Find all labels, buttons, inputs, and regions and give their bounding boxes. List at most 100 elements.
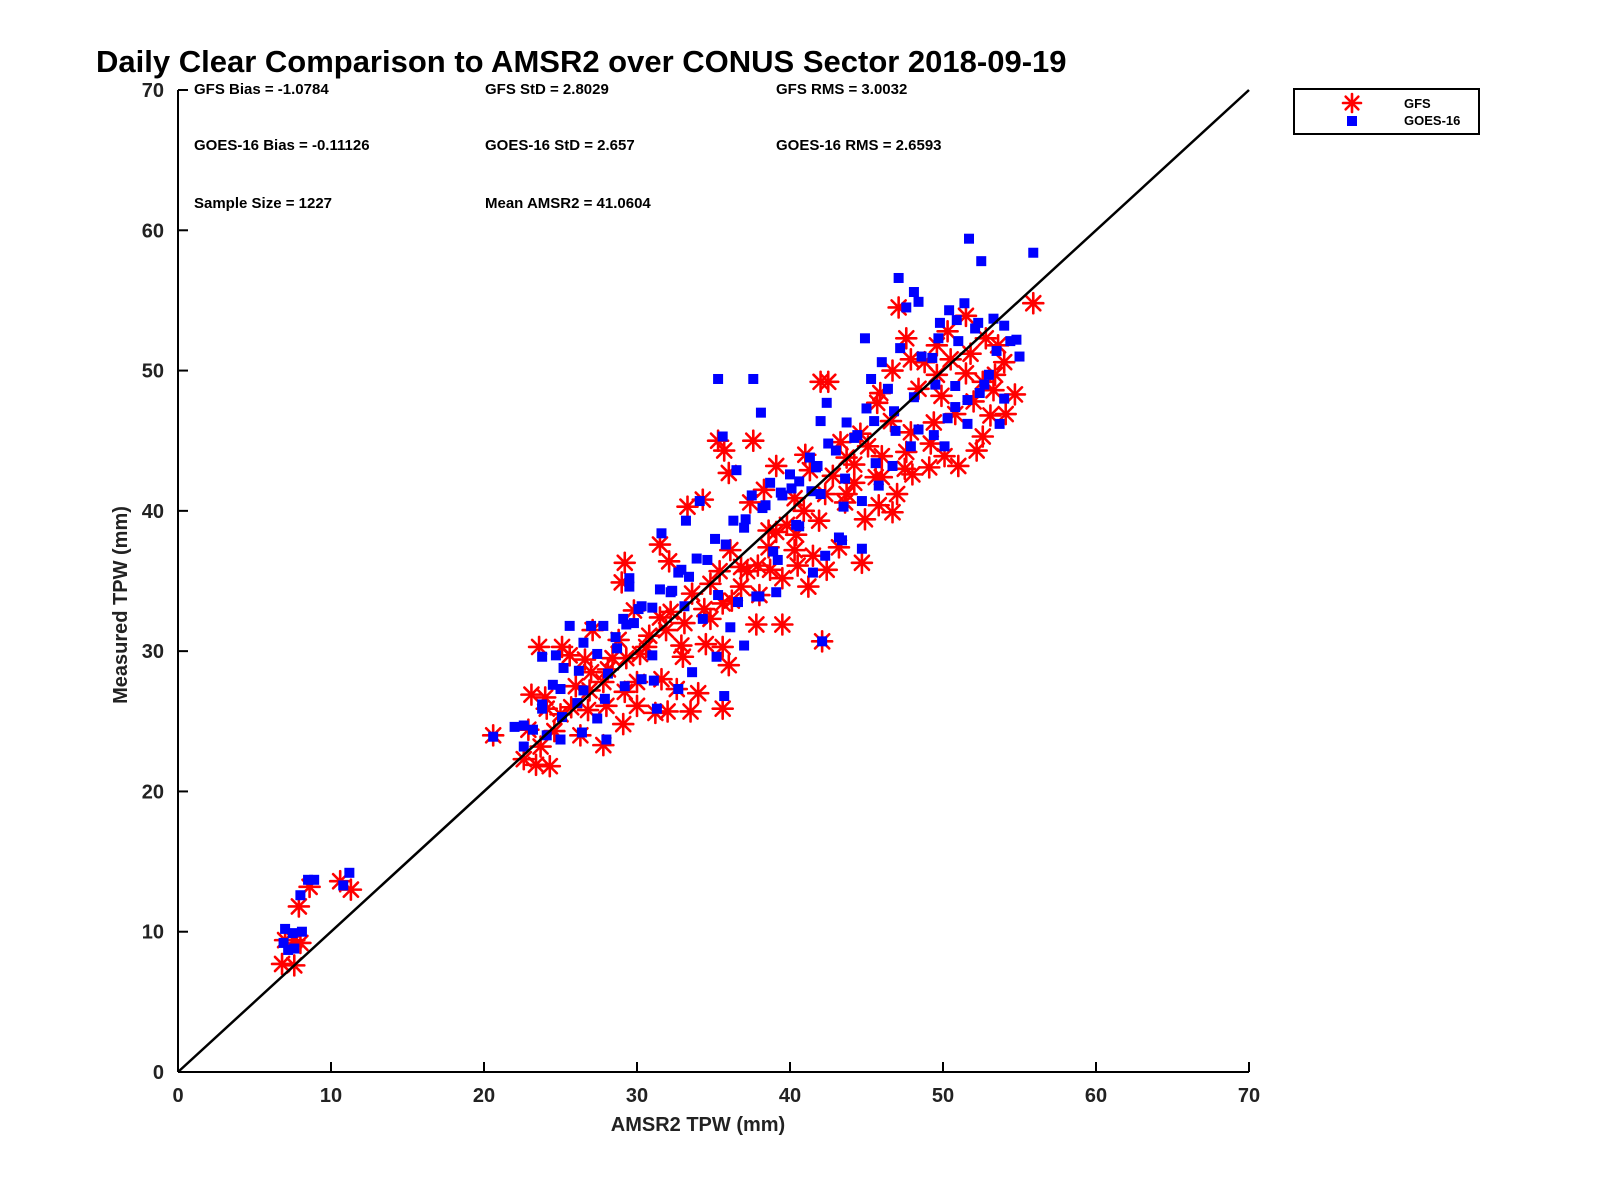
goes-16-point: [697, 613, 708, 624]
gfs-point: [885, 482, 909, 506]
goes-16-point: [636, 601, 647, 612]
gfs-point: [922, 411, 946, 434]
goes-16-point: [732, 597, 743, 608]
legend-goes-16-marker: [1347, 116, 1357, 126]
y-tick-label: 50: [142, 361, 164, 383]
gfs-point: [807, 509, 831, 532]
goes-16-point: [841, 417, 852, 428]
y-tick-label: 0: [153, 1062, 164, 1084]
goes-16-point: [821, 397, 832, 408]
goes-16-point: [624, 581, 635, 592]
gfs-point: [771, 566, 794, 590]
gfs-point: [558, 644, 581, 667]
goes-16-point: [576, 727, 587, 738]
gfs-point: [573, 648, 597, 671]
x-tick-label: 20: [473, 1085, 495, 1107]
goes-16-point: [887, 460, 898, 471]
goes-16-point: [983, 369, 994, 380]
gfs-point: [786, 554, 809, 577]
gfs-point: [853, 507, 877, 531]
gfs-point: [783, 538, 806, 562]
gfs-point: [670, 634, 693, 657]
goes-16-point: [656, 528, 667, 539]
goes-16-point: [719, 691, 730, 702]
goes-16-point: [999, 393, 1010, 404]
goes-16-point: [586, 620, 597, 631]
goes-16-point: [739, 640, 750, 651]
goes-16-point: [665, 587, 676, 598]
gfs-point: [815, 558, 839, 582]
goes-16-point: [786, 483, 797, 494]
gfs-point: [771, 613, 794, 636]
goes-16-point: [812, 460, 823, 471]
gfs-point: [746, 554, 770, 577]
gfs-point: [821, 464, 845, 488]
goes-16-point: [283, 944, 294, 955]
axes: 0 10 20 30 40 50 60 70 0 10 20 30 40 50 60 70: [142, 80, 1260, 1107]
goes-16-point: [564, 620, 575, 631]
goes-16-point: [537, 651, 548, 662]
goes-16-point: [619, 681, 630, 692]
gfs-point: [745, 613, 768, 636]
goes-16-point: [651, 703, 662, 714]
goes-16-point: [509, 721, 520, 732]
goes-16-point: [755, 407, 766, 418]
goes-16-point: [950, 381, 961, 392]
gfs-point: [741, 429, 765, 453]
legend-gfs-marker: [1341, 92, 1363, 114]
gfs-point: [625, 694, 649, 718]
goes-16-point: [775, 487, 786, 498]
goes-16-point: [725, 622, 736, 633]
gfs-point: [917, 456, 941, 479]
goes-16-point: [908, 287, 919, 298]
gfs-point: [994, 402, 1018, 426]
goes-16-point: [837, 535, 848, 546]
goes-16-point: [628, 618, 639, 629]
goes-16-point: [859, 333, 870, 344]
goes-16-point: [927, 352, 938, 363]
gfs-point: [634, 635, 658, 659]
gfs-point: [797, 575, 820, 598]
gfs-point: [1021, 291, 1045, 315]
stat-gfs-std: GFS StD = 2.8029: [485, 81, 609, 98]
gfs-point: [520, 683, 543, 706]
goes-16-point: [691, 553, 702, 564]
goes-16-point: [794, 521, 805, 532]
gfs-point: [611, 712, 635, 736]
goes-16-point: [702, 554, 713, 565]
chart-title: Daily Clear Comparison to AMSR2 over CON…: [96, 44, 1067, 79]
gfs-point: [686, 681, 710, 705]
goes-16-point: [647, 602, 658, 613]
goes-16-point: [974, 388, 985, 399]
gfs-point: [801, 544, 825, 568]
goes-16-point: [1005, 336, 1016, 347]
goes-16-point: [882, 383, 893, 394]
gfs-point: [850, 551, 874, 575]
goes-16-point: [856, 496, 867, 507]
goes-16-point: [838, 501, 849, 512]
x-tick-label: 50: [932, 1085, 954, 1107]
gfs-point: [614, 646, 638, 670]
x-tick-label: 0: [172, 1085, 183, 1107]
gfs-point: [694, 632, 718, 656]
goes-16-point: [287, 928, 298, 939]
goes-16-point: [713, 590, 724, 601]
goes-16-point: [1028, 247, 1039, 258]
x-tick-label: 70: [1238, 1085, 1260, 1107]
y-axis-label: Measured TPW (mm): [110, 506, 132, 704]
series-gfs: [270, 291, 1045, 977]
goes-16-point: [338, 880, 349, 891]
goes-16-point: [849, 432, 860, 443]
goes-16-point: [673, 684, 684, 695]
goes-16-point: [488, 731, 499, 742]
goes-16-point: [823, 438, 834, 449]
gfs-point: [671, 645, 695, 669]
one-to-one-line: [177, 89, 1250, 1073]
goes-16-point: [962, 395, 973, 406]
y-tick-label: 70: [142, 80, 164, 102]
goes-16-point: [624, 573, 635, 584]
gfs-point: [613, 551, 637, 575]
gfs-point: [524, 753, 548, 777]
goes-16-point: [976, 256, 987, 267]
stat-mean-amsr2: Mean AMSR2 = 41.0604: [485, 195, 651, 212]
